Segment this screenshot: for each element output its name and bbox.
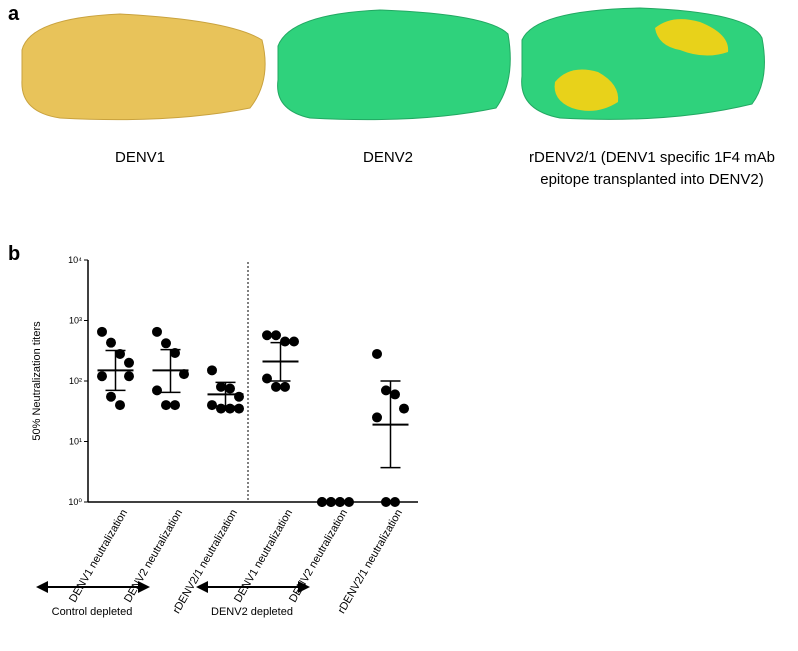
dot <box>124 371 134 382</box>
y-tick-label: 10⁰ <box>68 497 82 507</box>
dot <box>225 383 235 394</box>
y-axis-label: 50% Neutralization titers <box>31 321 43 441</box>
group-label: Control depleted <box>52 606 133 618</box>
x-tick-label: rDENV2/1 neutralization <box>336 508 405 616</box>
dot <box>234 403 244 414</box>
dot <box>381 497 391 507</box>
structure-denv1 <box>21 13 266 121</box>
group-arrow <box>196 581 310 593</box>
caption: rDENV2/1 (DENV1 specific 1F4 mAb <box>529 149 775 166</box>
y-tick-label: 10⁴ <box>68 255 82 265</box>
dot <box>225 403 235 414</box>
dot <box>280 381 290 392</box>
dot <box>390 497 400 507</box>
x-tick-label: rDENV2/1 neutralization <box>171 508 240 616</box>
dot <box>207 400 217 411</box>
dot <box>289 336 299 347</box>
dot <box>381 385 391 396</box>
dot <box>262 330 272 341</box>
group-label: DENV2 depleted <box>211 606 293 618</box>
group-arrow <box>36 581 150 593</box>
dot <box>207 365 217 376</box>
dot <box>124 357 134 368</box>
dot <box>115 400 125 411</box>
dot <box>262 373 272 384</box>
x-tick-label: DENV2 neutralization <box>287 508 350 605</box>
dot <box>271 330 281 341</box>
dot <box>170 348 180 359</box>
caption: DENV1 <box>115 149 165 166</box>
dot <box>179 369 189 380</box>
y-tick-label: 10² <box>69 376 82 386</box>
dot <box>152 326 162 337</box>
y-tick-label: 10³ <box>69 316 82 326</box>
dot <box>216 381 226 392</box>
x-tick-label: DENV2 neutralization <box>122 508 185 605</box>
dot <box>161 338 171 349</box>
panel-label: b <box>8 243 20 265</box>
structure-rdenv21 <box>521 7 765 120</box>
structure-denv2 <box>277 9 511 121</box>
dot <box>372 348 382 359</box>
x-tick-label: DENV1 neutralization <box>232 508 295 605</box>
panel-label: a <box>8 3 20 25</box>
dot <box>372 412 382 423</box>
x-tick-label: DENV1 neutralization <box>67 508 130 605</box>
dot <box>280 336 290 347</box>
dot <box>115 348 125 359</box>
dot <box>216 403 226 414</box>
dot <box>106 391 116 402</box>
dot <box>271 381 281 392</box>
dot <box>97 326 107 337</box>
dot <box>97 371 107 382</box>
dot <box>234 391 244 402</box>
y-tick-label: 10¹ <box>69 437 82 447</box>
dot <box>152 385 162 396</box>
caption: DENV2 <box>363 149 413 166</box>
dot <box>106 337 116 348</box>
dot <box>170 400 180 411</box>
dot <box>390 389 400 400</box>
caption: epitope transplanted into DENV2) <box>540 171 763 188</box>
dot <box>161 400 171 411</box>
dot <box>399 403 409 414</box>
